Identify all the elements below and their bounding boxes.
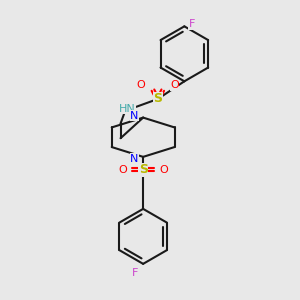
- Text: O: O: [170, 80, 179, 90]
- Text: O: O: [159, 165, 168, 175]
- Text: N: N: [130, 111, 139, 121]
- Text: S: S: [153, 92, 162, 106]
- Text: O: O: [118, 165, 127, 175]
- Text: F: F: [189, 20, 195, 29]
- Text: S: S: [139, 163, 148, 176]
- Text: O: O: [137, 80, 146, 90]
- Text: N: N: [130, 154, 139, 164]
- Text: HN: HN: [119, 104, 136, 114]
- Text: F: F: [132, 268, 139, 278]
